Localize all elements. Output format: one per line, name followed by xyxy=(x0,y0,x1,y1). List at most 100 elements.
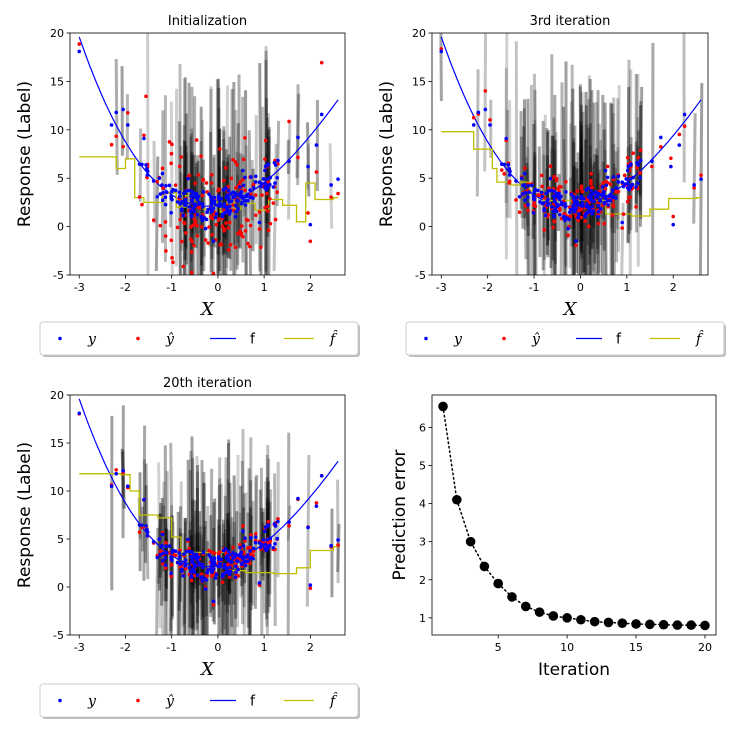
point-y xyxy=(201,550,206,555)
point-y xyxy=(314,143,319,147)
noise-bar xyxy=(154,156,160,272)
point-yhat xyxy=(583,219,588,223)
point-yhat xyxy=(271,201,276,205)
point-y xyxy=(169,210,173,215)
point-yhat xyxy=(228,242,233,247)
point-yhat xyxy=(273,217,278,222)
legend-box xyxy=(405,321,725,356)
point-yhat xyxy=(169,161,173,166)
point-y xyxy=(144,163,148,167)
point-y xyxy=(241,556,245,561)
error-point xyxy=(452,494,462,505)
point-y xyxy=(471,123,476,127)
point-y xyxy=(257,581,262,585)
point-y xyxy=(195,212,200,217)
point-yhat xyxy=(248,223,253,228)
noise-bar xyxy=(248,507,253,635)
point-y xyxy=(551,209,555,214)
point-yhat xyxy=(638,171,642,175)
noise-bar xyxy=(598,123,603,273)
point-y xyxy=(598,199,603,203)
point-yhat xyxy=(236,231,240,236)
point-y xyxy=(224,566,229,571)
point-y xyxy=(559,200,564,205)
point-y xyxy=(182,191,186,196)
noise-bar xyxy=(576,152,580,275)
point-yhat xyxy=(224,221,228,225)
noise-bar xyxy=(336,479,340,584)
point-y xyxy=(261,177,266,181)
point-y xyxy=(587,206,592,210)
point-yhat xyxy=(228,220,232,225)
point-yhat xyxy=(189,578,194,583)
point-y xyxy=(329,543,333,548)
point-y xyxy=(260,543,264,547)
noise-bar xyxy=(287,121,292,220)
point-y xyxy=(251,546,256,551)
point-yhat xyxy=(228,276,232,280)
point-y xyxy=(125,484,130,489)
point-y xyxy=(584,211,589,216)
y-tick-label: 5 xyxy=(57,172,64,185)
point-y xyxy=(563,218,567,223)
point-y xyxy=(226,209,230,214)
noise-bar xyxy=(144,463,150,580)
point-y xyxy=(236,207,240,211)
point-y xyxy=(195,195,200,200)
error-point xyxy=(520,601,531,612)
x-tick-label: 10 xyxy=(560,641,574,654)
error-point xyxy=(603,617,614,628)
point-yhat xyxy=(164,540,168,545)
point-y xyxy=(201,565,205,570)
point-yhat xyxy=(173,553,178,558)
point-y xyxy=(616,174,621,179)
noise-bar xyxy=(190,86,195,275)
point-y xyxy=(222,572,226,576)
point-y xyxy=(246,198,250,203)
point-y xyxy=(182,552,186,556)
point-y xyxy=(195,573,200,578)
point-yhat xyxy=(621,212,626,216)
point-y xyxy=(504,136,509,141)
point-yhat xyxy=(249,533,253,537)
noise-bar xyxy=(572,125,577,275)
point-y xyxy=(604,183,609,188)
y-tick-label: 15 xyxy=(50,437,64,450)
point-y xyxy=(170,197,174,202)
point-yhat xyxy=(175,225,180,230)
point-y xyxy=(163,202,168,207)
point-y xyxy=(151,179,156,183)
point-y xyxy=(526,202,530,207)
noise-bar xyxy=(216,87,221,255)
point-yhat xyxy=(164,249,168,253)
point-yhat xyxy=(188,225,193,229)
x-tick-label: -3 xyxy=(74,641,85,654)
point-yhat xyxy=(169,151,174,156)
legend-label-f: f xyxy=(616,332,622,348)
point-yhat xyxy=(526,208,530,213)
point-y xyxy=(109,123,114,127)
error-point xyxy=(672,620,683,630)
point-y xyxy=(226,189,231,193)
noise-bar xyxy=(549,135,554,268)
point-yhat xyxy=(611,177,616,182)
point-y xyxy=(211,599,216,604)
x-axis-label: Iteration xyxy=(538,660,610,680)
point-y xyxy=(522,183,527,187)
point-y xyxy=(187,565,192,570)
point-y xyxy=(488,123,492,127)
y-tick-label: 10 xyxy=(412,124,426,137)
noise-bar xyxy=(595,148,600,254)
x-tick-label: 2 xyxy=(307,281,314,294)
point-y xyxy=(677,143,682,147)
point-yhat xyxy=(170,256,174,260)
noise-bar xyxy=(260,106,265,247)
point-y xyxy=(222,188,226,192)
noise-bar xyxy=(305,454,311,607)
x-axis-label: X xyxy=(562,299,578,320)
point-y xyxy=(624,177,629,181)
point-y xyxy=(567,217,571,222)
point-y xyxy=(177,551,182,555)
point-yhat xyxy=(336,191,340,196)
point-yhat xyxy=(222,228,226,233)
